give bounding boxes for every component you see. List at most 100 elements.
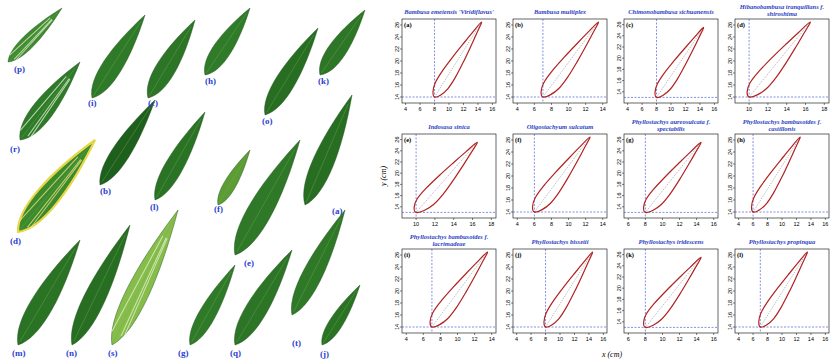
x-tick — [477, 103, 478, 105]
x-tick-label: 12 — [676, 336, 682, 342]
y-tick-label: 20 — [727, 173, 733, 179]
y-tick-label: 22 — [505, 46, 511, 52]
y-tick — [733, 315, 735, 316]
ref-line-y — [402, 327, 496, 328]
y-tick-label: 22 — [616, 159, 622, 165]
leaf-axis — [645, 142, 701, 212]
x-tick-label: 10 — [779, 336, 785, 342]
x-tick-label: 12 — [460, 106, 466, 112]
y-tick — [622, 80, 624, 81]
leaf-midrib — [10, 12, 58, 60]
x-tick-label: 10 — [659, 336, 665, 342]
leaf-blade — [140, 15, 204, 103]
y-tick — [622, 321, 624, 322]
leaf-label: (s) — [108, 348, 118, 358]
panel-label: (a) — [404, 21, 412, 29]
panel: Hibanobambusa tranquillans f.shiroshima1… — [727, 3, 829, 112]
x-tick-label: 6 — [533, 106, 536, 112]
y-tick-label: 26 — [727, 22, 733, 28]
y-tick — [733, 25, 735, 26]
leaf-outline — [752, 137, 801, 212]
leaf — [140, 15, 204, 103]
y-tick-label: 20 — [394, 58, 400, 64]
plot-data — [735, 249, 829, 333]
panel-title-line: Phyllostachys bambusoides f. — [410, 233, 489, 240]
y-tick — [733, 152, 735, 153]
panel: Oligostachyum sulcatum468101214141618202… — [505, 123, 607, 227]
y-tick-label: 22 — [727, 276, 733, 282]
x-tick — [699, 103, 700, 105]
x-tick-label: 18 — [488, 221, 494, 227]
leaf-label: (d) — [10, 236, 21, 246]
leaf-stripe — [13, 20, 54, 61]
x-tick — [588, 333, 589, 335]
y-tick — [400, 173, 402, 174]
x-tick-label: 16 — [711, 336, 717, 342]
y-tick-label: 14 — [616, 204, 622, 210]
y-tick — [400, 303, 402, 304]
y-tick-label: 24 — [505, 264, 511, 270]
y-tick — [511, 152, 513, 153]
y-tick — [622, 299, 624, 300]
panel-label: (i) — [404, 251, 410, 259]
y-tick — [400, 85, 402, 86]
leaf — [313, 5, 373, 80]
panel: Phyllostachys aureosulcata f.spectabilis… — [616, 118, 718, 227]
y-tick-label: 16 — [505, 197, 511, 203]
y-tick — [511, 267, 513, 268]
y-tick-label: 16 — [394, 312, 400, 318]
x-tick-label: 16 — [711, 221, 717, 227]
x-axis-title: x (cm) — [601, 350, 623, 359]
ref-line-x — [534, 134, 535, 218]
y-tick-label: 26 — [616, 137, 622, 143]
y-tick — [400, 49, 402, 50]
leaf-axis — [753, 137, 800, 212]
leaf-blade — [84, 10, 153, 104]
leaf-stripe — [20, 74, 66, 132]
figure: (p)(i)(c)(h)(k)(o)(r)(b)(l)(f)(a)(d)(e)(… — [0, 0, 840, 363]
panel-label: (h) — [737, 136, 745, 144]
y-tick-label: 24 — [616, 263, 622, 269]
leaf-stripe — [112, 234, 163, 333]
y-tick-label: 20 — [394, 170, 400, 176]
y-tick — [733, 49, 735, 50]
leaf — [84, 10, 153, 104]
x-tick-label: 14 — [600, 106, 606, 112]
leaf-blade — [92, 95, 162, 190]
y-tick — [511, 200, 513, 201]
y-tick — [622, 206, 624, 207]
leaf-midrib — [321, 15, 361, 73]
x-tick-label: 10 — [659, 221, 665, 227]
leaf-outline — [759, 252, 808, 327]
x-tick — [420, 103, 421, 105]
x-tick-label: 10 — [446, 106, 452, 112]
y-tick-label: 16 — [727, 312, 733, 318]
y-tick — [400, 195, 402, 196]
x-tick — [753, 333, 754, 335]
x-tick — [602, 103, 603, 105]
x-tick-label: 6 — [752, 221, 755, 227]
plot-frame — [624, 249, 718, 333]
leaf-axis — [657, 27, 704, 97]
leaf-label: (r) — [10, 144, 20, 154]
y-tick-label: 20 — [505, 288, 511, 294]
leaf-midrib — [22, 68, 75, 137]
plot-frame — [513, 19, 607, 103]
x-tick — [463, 103, 464, 105]
y-tick — [733, 140, 735, 141]
x-tick — [457, 333, 458, 335]
panel-label: (d) — [737, 21, 745, 29]
y-tick — [400, 255, 402, 256]
y-tick — [400, 184, 402, 185]
panel-label: (g) — [626, 136, 634, 144]
leaf-axis — [435, 22, 482, 97]
x-tick-label: 8 — [544, 336, 547, 342]
y-tick-label: 18 — [394, 70, 400, 76]
y-tick-label: 22 — [505, 276, 511, 282]
leaf — [316, 281, 365, 348]
x-tick-label: 4 — [516, 221, 519, 227]
leaf — [147, 108, 213, 205]
y-tick — [400, 139, 402, 140]
x-tick-label: 8 — [766, 221, 769, 227]
leaf-outline — [541, 22, 598, 97]
